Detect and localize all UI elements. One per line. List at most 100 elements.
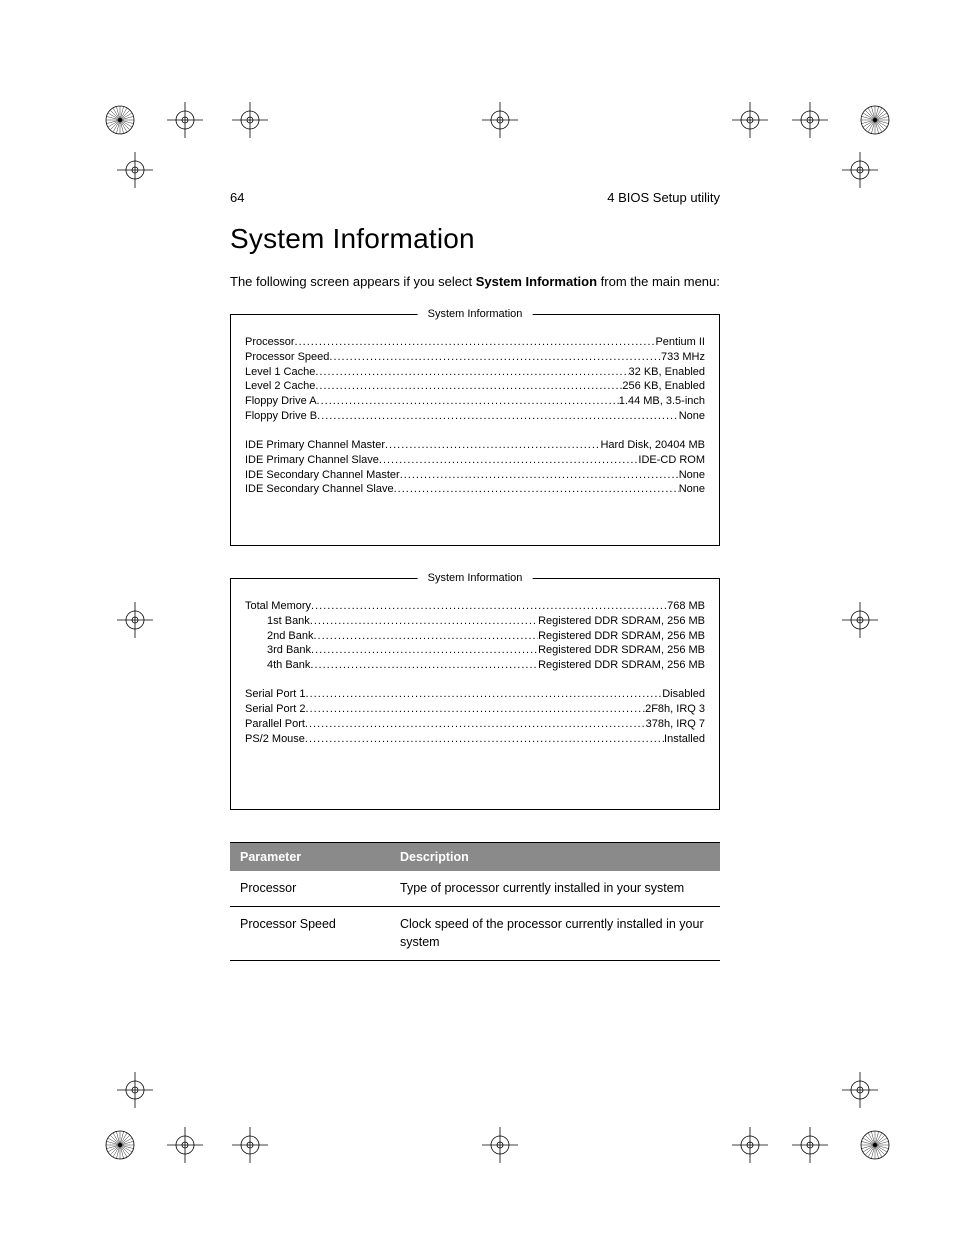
table-cell-parameter: Processor Speed [230, 907, 390, 961]
registration-cross-icon [840, 600, 880, 640]
info-row: Processor ..............................… [245, 335, 705, 350]
info-row: Floppy Drive A..........................… [245, 394, 705, 409]
info-label: Total Memory [245, 599, 311, 614]
info-value: 32 KB, Enabled [629, 365, 705, 380]
dot-leader: ........................................… [305, 717, 646, 732]
info-label: IDE Secondary Channel Master [245, 468, 400, 483]
info-row: PS/2 Mouse..............................… [245, 732, 705, 747]
dot-leader: ........................................… [400, 468, 679, 483]
info-label: IDE Primary Channel Master [245, 438, 385, 453]
registration-globe-icon [855, 100, 895, 140]
dot-leader: ........................................… [311, 599, 667, 614]
table-cell-description: Clock speed of the processor currently i… [390, 907, 720, 961]
intro-text: The following screen appears if you sele… [230, 273, 720, 292]
intro-bold: System Information [476, 274, 597, 289]
info-row: Level 2 Cache...........................… [245, 379, 705, 394]
info-value: 256 KB, Enabled [622, 379, 705, 394]
info-label: Level 2 Cache [245, 379, 315, 394]
dot-leader: ........................................… [394, 482, 679, 497]
registration-cross-icon [230, 100, 270, 140]
system-info-box-2: System Information Total Memory.........… [230, 578, 720, 810]
registration-cross-icon [480, 100, 520, 140]
registration-cross-icon [730, 100, 770, 140]
dot-leader: ........................................… [317, 394, 619, 409]
table-row: ProcessorType of processor currently ins… [230, 871, 720, 907]
dot-leader: ........................................… [313, 629, 538, 644]
box1-legend: System Information [418, 307, 533, 322]
registration-cross-icon [230, 1125, 270, 1165]
intro-pre: The following screen appears if you sele… [230, 274, 476, 289]
info-label: Processor [245, 335, 295, 350]
info-value: 2F8h, IRQ 3 [645, 702, 705, 717]
table-cell-description: Type of processor currently installed in… [390, 871, 720, 907]
dot-leader: ........................................… [310, 658, 538, 673]
info-row: Total Memory............................… [245, 599, 705, 614]
info-value: Registered DDR SDRAM, 256 MB [538, 658, 705, 673]
info-label: Parallel Port [245, 717, 305, 732]
table-header-parameter: Parameter [230, 842, 390, 871]
info-row: Processor Speed.........................… [245, 350, 705, 365]
info-row: Level 1 Cache...........................… [245, 365, 705, 380]
info-value: Hard Disk, 20404 MB [600, 438, 705, 453]
table-row: Processor SpeedClock speed of the proces… [230, 907, 720, 961]
registration-globe-icon [100, 1125, 140, 1165]
info-value: IDE-CD ROM [638, 453, 705, 468]
dot-leader: ........................................… [317, 409, 679, 424]
info-value: 378h, IRQ 7 [646, 717, 705, 732]
page-content: 64 4 BIOS Setup utility System Informati… [230, 190, 720, 961]
registration-cross-icon [115, 1070, 155, 1110]
info-value: Registered DDR SDRAM, 256 MB [538, 643, 705, 658]
info-row: Serial Port 1...........................… [245, 687, 705, 702]
registration-cross-icon [165, 100, 205, 140]
page-title: System Information [230, 223, 720, 255]
table-header-description: Description [390, 842, 720, 871]
info-row: IDE Secondary Channel Master............… [245, 468, 705, 483]
info-label: Level 1 Cache [245, 365, 315, 380]
info-label: Serial Port 2 [245, 702, 306, 717]
dot-leader: ........................................… [295, 335, 656, 350]
intro-post: from the main menu: [597, 274, 720, 289]
info-value: Registered DDR SDRAM, 256 MB [538, 629, 705, 644]
registration-cross-icon [840, 1070, 880, 1110]
dot-leader: ........................................… [385, 438, 600, 453]
info-row: 2nd Bank................................… [245, 629, 705, 644]
info-label: 3rd Bank [267, 643, 311, 658]
dot-leader: ........................................… [306, 687, 663, 702]
registration-cross-icon [730, 1125, 770, 1165]
info-value: Installed [664, 732, 705, 747]
dot-leader: ........................................… [305, 732, 664, 747]
registration-cross-icon [790, 1125, 830, 1165]
info-label: 2nd Bank [267, 629, 313, 644]
info-row: 4th Bank................................… [245, 658, 705, 673]
registration-cross-icon [115, 600, 155, 640]
info-value: Disabled [662, 687, 705, 702]
info-row: 3rd Bank................................… [245, 643, 705, 658]
dot-leader: ........................................… [310, 614, 538, 629]
parameter-table: Parameter Description ProcessorType of p… [230, 842, 720, 962]
registration-cross-icon [840, 150, 880, 190]
chapter-title: 4 BIOS Setup utility [607, 190, 720, 205]
dot-leader: ........................................… [306, 702, 646, 717]
info-label: Floppy Drive A [245, 394, 317, 409]
info-value: None [679, 409, 705, 424]
info-value: None [679, 468, 705, 483]
info-value: 733 MHz [661, 350, 705, 365]
info-label: IDE Secondary Channel Slave [245, 482, 394, 497]
page-header: 64 4 BIOS Setup utility [230, 190, 720, 205]
registration-globe-icon [100, 100, 140, 140]
registration-cross-icon [115, 150, 155, 190]
registration-cross-icon [790, 100, 830, 140]
info-value: 1.44 MB, 3.5-inch [619, 394, 705, 409]
page-number: 64 [230, 190, 244, 205]
info-row: Serial Port 2...........................… [245, 702, 705, 717]
dot-leader: ........................................… [315, 379, 622, 394]
info-label: Processor Speed [245, 350, 329, 365]
table-cell-parameter: Processor [230, 871, 390, 907]
info-row: IDE Secondary Channel Slave.............… [245, 482, 705, 497]
registration-cross-icon [165, 1125, 205, 1165]
info-value: 768 MB [667, 599, 705, 614]
info-value: Pentium II [655, 335, 705, 350]
info-row: Parallel Port...........................… [245, 717, 705, 732]
info-label: IDE Primary Channel Slave [245, 453, 379, 468]
info-label: 1st Bank [267, 614, 310, 629]
